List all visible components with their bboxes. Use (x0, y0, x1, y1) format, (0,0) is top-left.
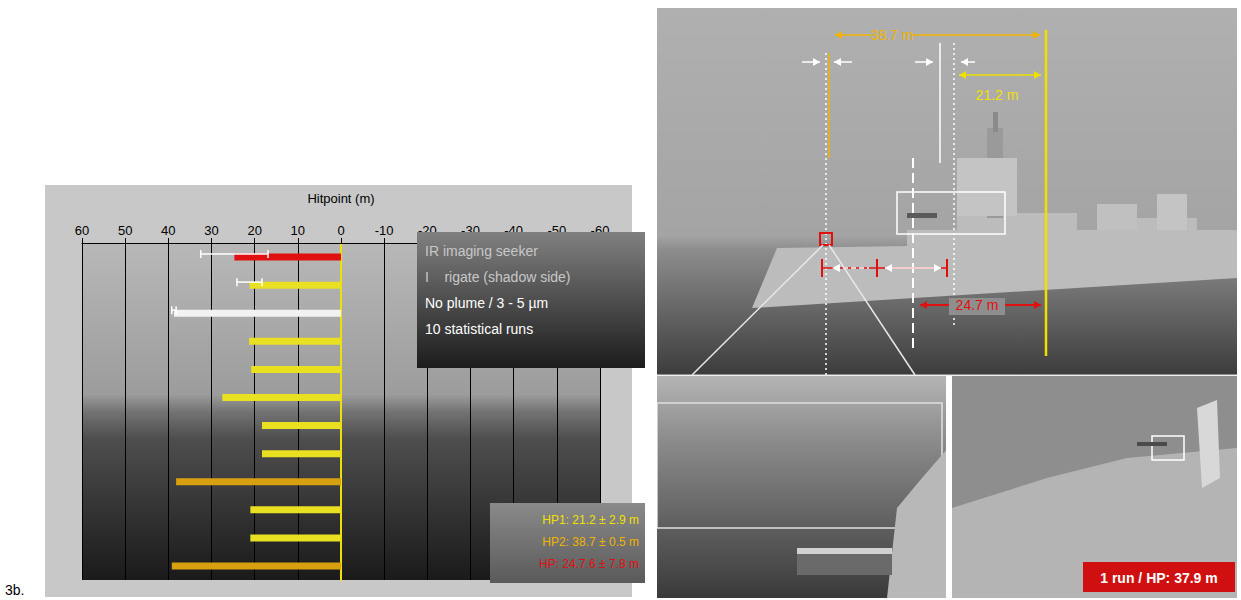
svg-text:38.7 m: 38.7 m (871, 27, 914, 43)
svg-text:0: 0 (337, 223, 344, 238)
svg-text:-60: -60 (590, 223, 610, 238)
svg-text:-50: -50 (547, 223, 567, 238)
svg-text:20: 20 (247, 223, 261, 238)
svg-text:-30: -30 (461, 223, 480, 238)
html-text:IR imaging seeker: IR imaging seeker (425, 243, 538, 259)
html-text:10 statistical runs: 10 statistical runs (425, 321, 534, 337)
svg-text:21.2 m: 21.2 m (976, 87, 1019, 103)
svg-text:-40: -40 (504, 223, 524, 238)
html-text:HP2: 38.7 ± 0.5 m: HP2: 38.7 ± 0.5 m (542, 535, 639, 549)
svg-text:40: 40 (161, 223, 175, 238)
svg-text:10: 10 (291, 223, 305, 238)
html-text:3b.: 3b. (5, 582, 25, 598)
svg-text:24.7 m: 24.7 m (956, 297, 999, 313)
html-text:HP: 24.7.6 ± 7.8 m: HP: 24.7.6 ± 7.8 m (539, 557, 639, 571)
svg-text:60: 60 (75, 223, 89, 238)
svg-text:50: 50 (118, 223, 132, 238)
html-text:I rigate (shadow side): I rigate (shadow side) (425, 269, 571, 285)
svg-text:1 run / HP: 37.9 m: 1 run / HP: 37.9 m (1100, 570, 1217, 586)
svg-text:-10: -10 (375, 223, 394, 238)
html-text:HP1: 21.2 ± 2.9 m: HP1: 21.2 ± 2.9 m (542, 513, 639, 527)
svg-text:-20: -20 (417, 223, 437, 238)
svg-text:Hitpoint (m): Hitpoint (m) (307, 191, 374, 206)
html-text:No plume / 3 - 5 µm: No plume / 3 - 5 µm (425, 295, 549, 311)
svg-text:30: 30 (204, 223, 218, 238)
